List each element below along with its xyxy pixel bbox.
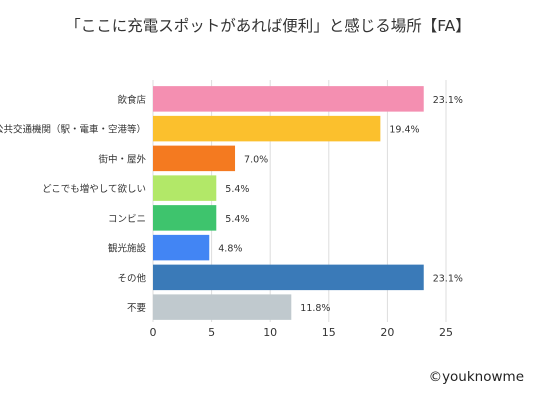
- x-tick-label: 5: [208, 326, 215, 339]
- x-tick-label: 10: [263, 326, 277, 339]
- category-label: どこでも増やして欲しい: [42, 183, 146, 195]
- category-label: 公共交通機関（駅・電車・空港等）: [0, 124, 146, 136]
- category-label: 飲食店: [117, 94, 146, 106]
- category-label: 観光施設: [108, 243, 147, 255]
- data-label: 7.0%: [244, 154, 268, 165]
- bar: [153, 234, 210, 261]
- bar: [153, 264, 424, 291]
- chart-title: 「ここに充電スポットがあれば便利」と感じる場所【FA】: [65, 17, 471, 35]
- copyright-text: ©youknowme: [428, 369, 524, 385]
- bar: [153, 145, 236, 172]
- data-label: 4.8%: [218, 244, 242, 255]
- data-label: 23.1%: [433, 95, 463, 106]
- data-label: 5.4%: [225, 214, 249, 225]
- category-label: その他: [117, 272, 146, 284]
- data-label: 19.4%: [389, 125, 419, 136]
- category-label: 街中・屋外: [98, 153, 146, 165]
- data-label: 11.8%: [300, 303, 330, 314]
- bar: [153, 115, 381, 142]
- data-label: 5.4%: [225, 184, 249, 195]
- x-tick-label: 20: [380, 326, 394, 339]
- category-label: コンビニ: [108, 214, 146, 225]
- bar: [153, 175, 217, 201]
- bar: [153, 294, 292, 320]
- bar: [153, 205, 217, 231]
- x-tick-label: 0: [150, 326, 157, 339]
- bar: [153, 86, 424, 112]
- x-tick-label: 25: [439, 326, 453, 339]
- data-label: 23.1%: [433, 273, 463, 284]
- category-label: 不要: [127, 303, 146, 314]
- x-tick-label: 15: [322, 326, 336, 339]
